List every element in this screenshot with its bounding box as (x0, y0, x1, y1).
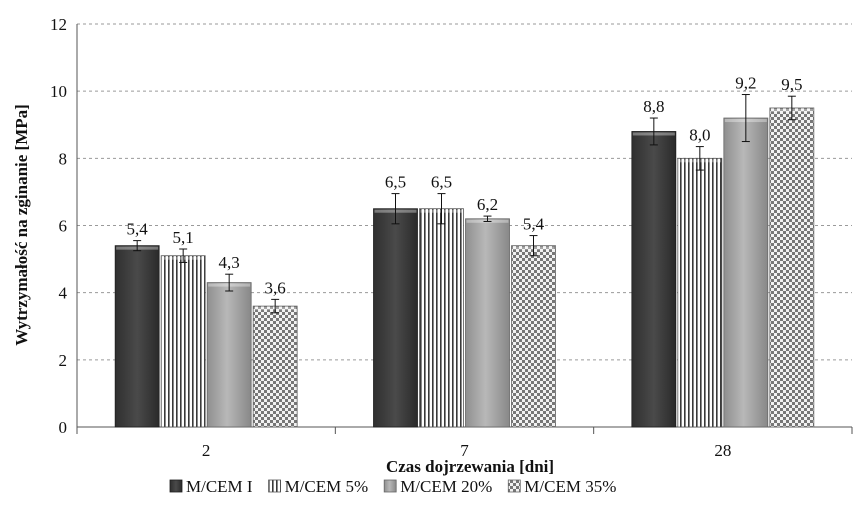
data-label: 9,5 (781, 75, 802, 94)
bar (206, 282, 252, 428)
y-tick-label: 2 (59, 351, 68, 370)
bar (465, 218, 510, 428)
y-tick-label: 12 (50, 15, 67, 34)
bar (160, 255, 206, 428)
legend-label: M/CEM 20% (400, 477, 492, 496)
data-labels: 5,4 6,5 8,8 5,1 6,5 8,0 4,3 6,2 9,2 3,6 5,4 9,5 (127, 74, 803, 298)
x-tick-label: 7 (460, 441, 469, 460)
data-label: 8,8 (643, 97, 664, 116)
y-tick-label: 8 (59, 149, 68, 168)
x-tick-label: 2 (202, 441, 211, 460)
data-label: 9,2 (735, 74, 756, 93)
bar (373, 208, 418, 428)
data-label: 5,1 (173, 228, 194, 247)
data-label: 5,4 (127, 220, 149, 239)
bars (114, 94, 815, 428)
bar (511, 245, 556, 428)
bar (677, 157, 723, 428)
bar (114, 245, 160, 428)
x-tick-label: 28 (714, 441, 731, 460)
data-label: 8,0 (689, 126, 710, 145)
legend-label: M/CEM 5% (285, 477, 369, 496)
data-label: 6,2 (477, 195, 498, 214)
data-label: 4,3 (219, 253, 240, 272)
bar (419, 208, 464, 428)
legend-swatch (507, 479, 521, 493)
y-tick-label: 10 (50, 82, 67, 101)
bar (631, 131, 677, 428)
data-label: 5,4 (523, 215, 545, 234)
data-label: 6,5 (385, 173, 406, 192)
legend-label: M/CEM I (186, 477, 253, 496)
legend-label: M/CEM 35% (524, 477, 616, 496)
bar (252, 305, 298, 428)
x-axis-title: Czas dojrzewania [dni] (386, 457, 554, 476)
axes: 0 2 4 6 8 10 12 2 7 28 (50, 15, 853, 460)
data-label: 3,6 (265, 278, 286, 297)
legend-swatch (268, 479, 281, 493)
y-tick-label: 0 (59, 418, 68, 437)
bar (723, 117, 769, 428)
y-tick-label: 6 (59, 217, 68, 236)
legend-swatch (383, 479, 397, 493)
y-tick-label: 4 (59, 284, 68, 303)
legend: M/CEM I M/CEM 5% M/CEM 20% M/CEM 35% (169, 477, 616, 496)
data-label: 6,5 (431, 173, 452, 192)
y-axis-title: Wytrzymałość na zginanie [MPa] (12, 104, 31, 346)
legend-swatch (169, 479, 183, 493)
bar (769, 107, 815, 428)
